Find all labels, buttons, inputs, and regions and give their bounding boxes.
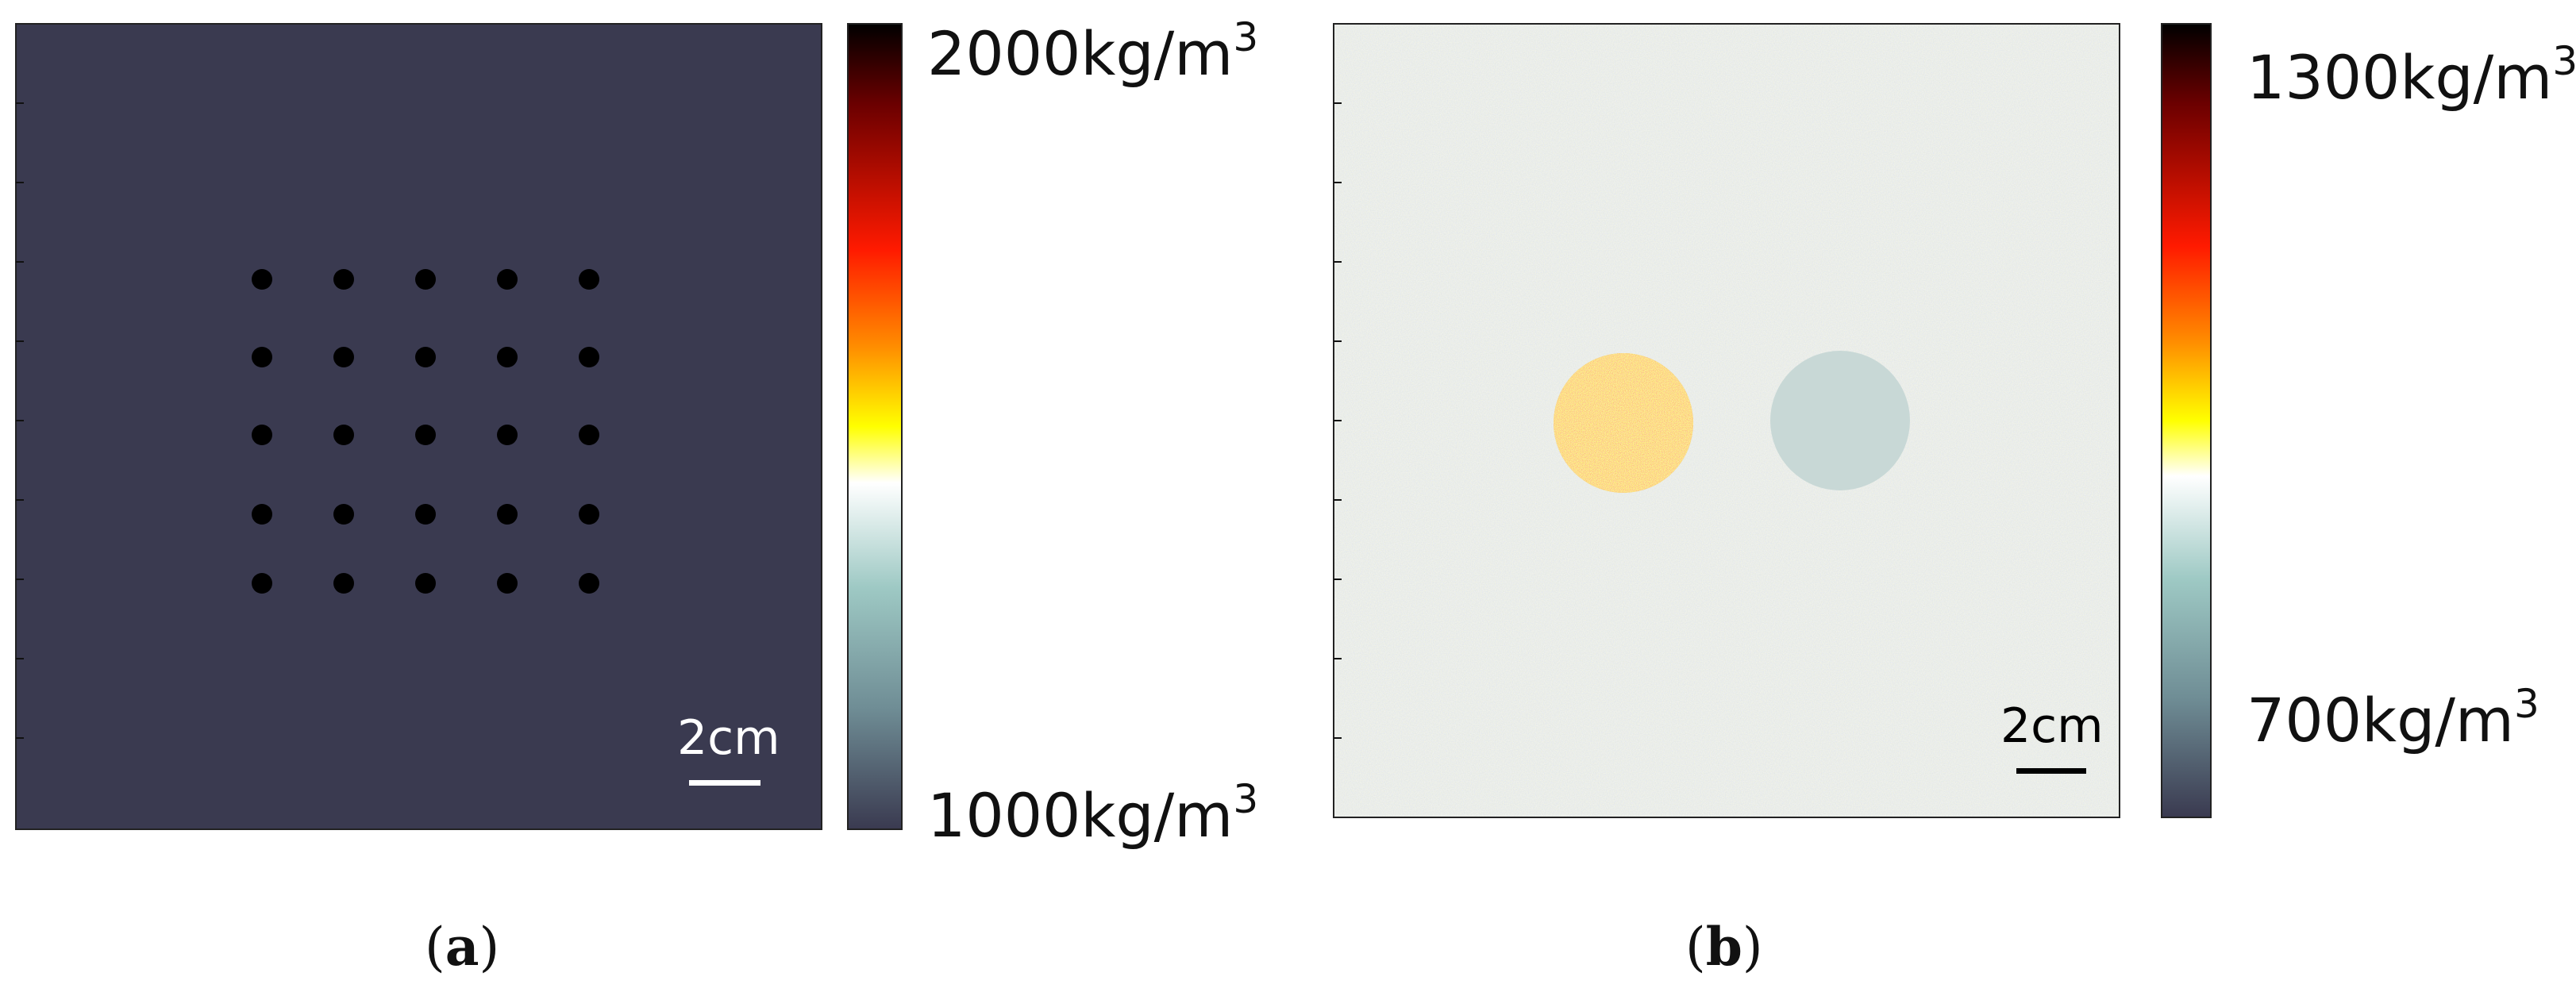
dot bbox=[579, 347, 599, 367]
dot bbox=[252, 425, 272, 445]
dot bbox=[497, 269, 518, 290]
dot bbox=[333, 504, 354, 525]
panel-a-dot-array bbox=[252, 269, 599, 594]
dot bbox=[333, 573, 354, 594]
panel-b-colorbar-min-label: 700kg/m3 bbox=[2247, 681, 2539, 755]
dot bbox=[415, 504, 436, 525]
panel-a: 2cm 2000kg/m3 1000kg/m3 (a) bbox=[0, 0, 1270, 988]
panel-b-uniform-inclusion bbox=[1770, 351, 1910, 490]
panel-b-left-ticks bbox=[1334, 102, 1342, 739]
dot bbox=[497, 425, 518, 445]
dot bbox=[497, 504, 518, 525]
panel-a-colorbar-max-label: 2000kg/m3 bbox=[927, 14, 1259, 89]
panel-a-figure bbox=[15, 23, 903, 830]
panel-a-colorbar bbox=[847, 23, 903, 830]
dot bbox=[252, 573, 272, 594]
panel-b-colorbar-max-label: 1300kg/m3 bbox=[2247, 38, 2576, 113]
panel-b-figure bbox=[1333, 23, 2212, 818]
dot bbox=[415, 347, 436, 367]
dot bbox=[252, 347, 272, 367]
panel-b-noisy-inclusion bbox=[1554, 353, 1693, 493]
panel-a-scale-label: 2cm bbox=[677, 710, 780, 766]
panel-a-left-ticks bbox=[16, 102, 24, 739]
dot bbox=[579, 269, 599, 290]
dot bbox=[579, 425, 599, 445]
panel-a-scale-bar bbox=[689, 780, 760, 786]
dot bbox=[415, 269, 436, 290]
dot bbox=[252, 269, 272, 290]
dot bbox=[415, 573, 436, 594]
panel-a-caption: (a) bbox=[425, 916, 500, 978]
panel-b-scale-bar bbox=[2016, 768, 2086, 774]
dot bbox=[497, 347, 518, 367]
panel-b-scale-label: 2cm bbox=[2000, 698, 2104, 754]
panel-b-colorbar bbox=[2161, 23, 2212, 818]
dot bbox=[579, 504, 599, 525]
dot bbox=[252, 504, 272, 525]
dot bbox=[333, 347, 354, 367]
panel-b-caption: (b) bbox=[1685, 916, 1763, 978]
dot bbox=[415, 425, 436, 445]
dot bbox=[333, 425, 354, 445]
dot bbox=[497, 573, 518, 594]
dot bbox=[579, 573, 599, 594]
panel-a-colorbar-min-label: 1000kg/m3 bbox=[927, 776, 1259, 851]
panel-b: 2cm 1300kg/m3 700kg/m3 (b) bbox=[1302, 0, 2576, 988]
dot bbox=[333, 269, 354, 290]
panel-a-image-area bbox=[15, 23, 822, 830]
